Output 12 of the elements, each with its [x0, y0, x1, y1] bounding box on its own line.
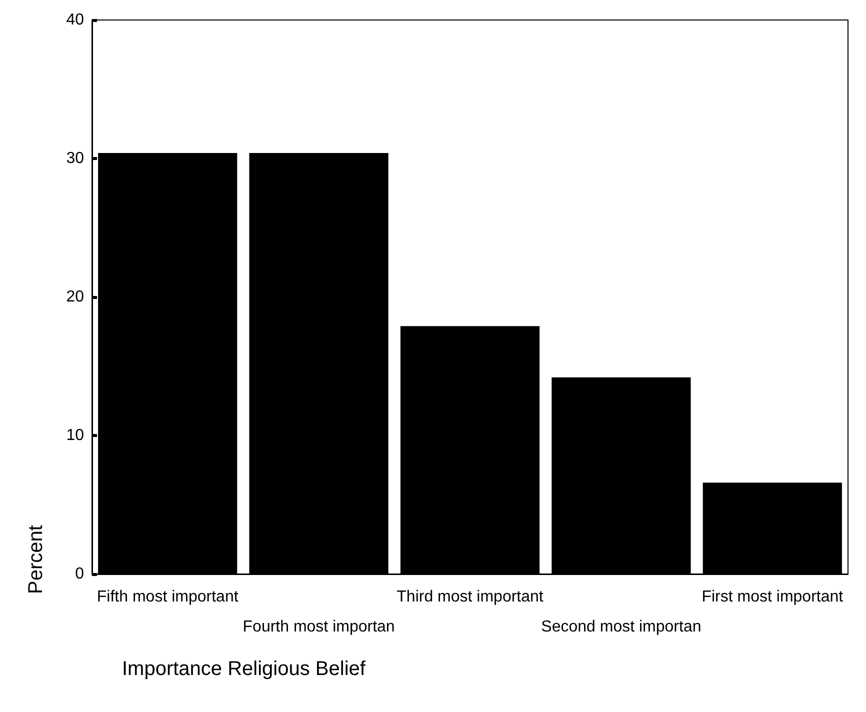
x-tick-label: Fourth most importan	[242, 618, 395, 636]
x-tick-label: Third most important	[396, 588, 544, 606]
y-tick-label: 0	[75, 566, 84, 582]
x-tick-label: First most important	[702, 588, 844, 606]
y-tick-label: 40	[66, 12, 84, 28]
y-tick-label: 10	[66, 427, 84, 444]
y-axis-title: Percent	[25, 524, 47, 594]
x-tick-label: Fifth most important	[96, 588, 239, 606]
y-tick-label: 30	[66, 150, 84, 167]
x-axis-title: Importance Religious Belief	[122, 658, 366, 680]
y-tick-label: 20	[66, 288, 84, 306]
x-tick-label: Second most importan	[541, 618, 702, 636]
